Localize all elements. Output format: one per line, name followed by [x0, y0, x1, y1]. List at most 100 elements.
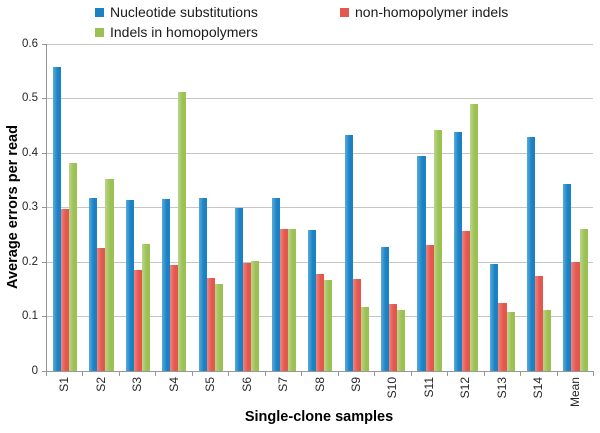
bar	[433, 129, 442, 371]
bar	[105, 179, 114, 371]
bar	[97, 247, 106, 371]
x-axis-tick	[301, 372, 303, 376]
legend-item-indels-in-homopolymers: Indels in homopolymers	[95, 24, 258, 40]
bar	[397, 309, 406, 371]
bar	[251, 261, 260, 371]
bar	[243, 262, 252, 371]
x-axis-tick	[483, 372, 485, 376]
x-axis-category-label: S10	[385, 377, 400, 399]
x-axis-tick	[228, 372, 230, 376]
gridline	[46, 152, 593, 154]
bar	[380, 246, 390, 371]
bar	[534, 276, 544, 371]
bar	[344, 135, 353, 371]
y-axis-tick-label: 0.6	[22, 37, 38, 50]
x-axis-category-label: Mean	[567, 377, 582, 408]
bar	[214, 284, 223, 371]
x-axis-tick	[593, 372, 594, 376]
y-axis-tick	[42, 152, 46, 154]
y-axis-tick	[42, 370, 46, 372]
legend-swatch-blue-icon	[95, 7, 104, 17]
y-axis-line	[46, 44, 47, 372]
y-axis-tick-label: 0.1	[22, 310, 38, 322]
bar	[543, 309, 552, 371]
y-axis-tick-label: 0.2	[22, 255, 38, 268]
legend-swatch-green-icon	[95, 27, 104, 37]
bar	[316, 273, 325, 371]
bar	[579, 228, 588, 371]
legend-item-non-homopolymer-indels: non-homopolymer indels	[340, 4, 508, 20]
bar	[389, 303, 398, 371]
y-axis-tick-label: 0	[31, 364, 38, 377]
y-axis-tick	[42, 98, 46, 99]
y-axis-tick-label: 0.3	[22, 201, 38, 213]
legend-label: Nucleotide substitutions	[110, 4, 258, 20]
y-axis-tick	[42, 43, 46, 45]
bar	[287, 228, 296, 371]
bar	[271, 198, 280, 371]
bar	[60, 209, 69, 371]
legend-swatch-red-icon	[340, 7, 349, 17]
x-axis-line	[46, 371, 594, 372]
bar	[125, 199, 134, 371]
x-axis-category-label: S4	[166, 377, 181, 392]
bar	[498, 302, 507, 371]
x-axis-category-label: S2	[93, 377, 108, 392]
x-axis-tick	[556, 372, 558, 376]
x-axis-tick	[337, 372, 339, 376]
x-axis-tick	[46, 372, 47, 376]
bar	[198, 197, 207, 371]
bar	[308, 229, 317, 371]
x-axis-category-label: S12	[458, 377, 473, 399]
y-axis-tick	[42, 316, 46, 317]
bar	[178, 91, 187, 371]
bar	[571, 262, 580, 371]
bar	[563, 183, 572, 371]
gridline	[46, 98, 593, 99]
bar	[462, 230, 471, 371]
legend-item-nucleotide-substitutions: Nucleotide substitutions	[95, 4, 258, 20]
bar	[279, 228, 288, 371]
x-axis-tick	[447, 372, 449, 376]
bar	[324, 279, 333, 371]
x-axis-tick	[191, 372, 193, 376]
bar	[425, 245, 434, 371]
bar	[235, 207, 244, 371]
bar	[133, 269, 142, 371]
bar	[162, 199, 171, 371]
legend-label: non-homopolymer indels	[355, 4, 509, 20]
y-axis-tick-label: 0.4	[22, 146, 38, 159]
y-axis-tick	[42, 207, 46, 208]
x-axis-category-label: S11	[421, 377, 436, 398]
gridline	[46, 261, 593, 263]
legend-label: Indels in homopolymers	[110, 24, 258, 40]
x-axis-tick	[155, 372, 157, 376]
bar	[206, 278, 215, 371]
bar	[170, 265, 179, 371]
x-axis-category-label: S13	[494, 377, 509, 399]
bar	[352, 279, 361, 371]
y-axis-tick-label: 0.5	[22, 92, 38, 104]
x-axis-category-label: S8	[312, 377, 327, 392]
x-axis-tick	[410, 372, 412, 376]
x-axis-category-label: S1	[57, 377, 72, 392]
gridline	[46, 43, 593, 45]
bar	[470, 104, 479, 371]
bar	[52, 66, 61, 371]
x-axis-category-label: S9	[348, 377, 363, 392]
gridline	[46, 207, 593, 208]
bar	[68, 163, 78, 371]
x-axis-category-label: S14	[531, 377, 546, 399]
bar	[360, 306, 369, 371]
x-axis-tick	[374, 372, 376, 376]
x-axis-tick	[118, 372, 120, 376]
x-axis-category-label: S6	[239, 377, 254, 392]
y-axis-tick	[42, 261, 46, 263]
x-axis-category-label: S7	[276, 377, 291, 392]
x-axis-category-label: S5	[203, 377, 218, 392]
bar	[453, 132, 462, 371]
x-axis-tick	[520, 372, 522, 376]
bar	[89, 197, 98, 371]
x-axis-title: Single-clone samples	[244, 409, 394, 425]
